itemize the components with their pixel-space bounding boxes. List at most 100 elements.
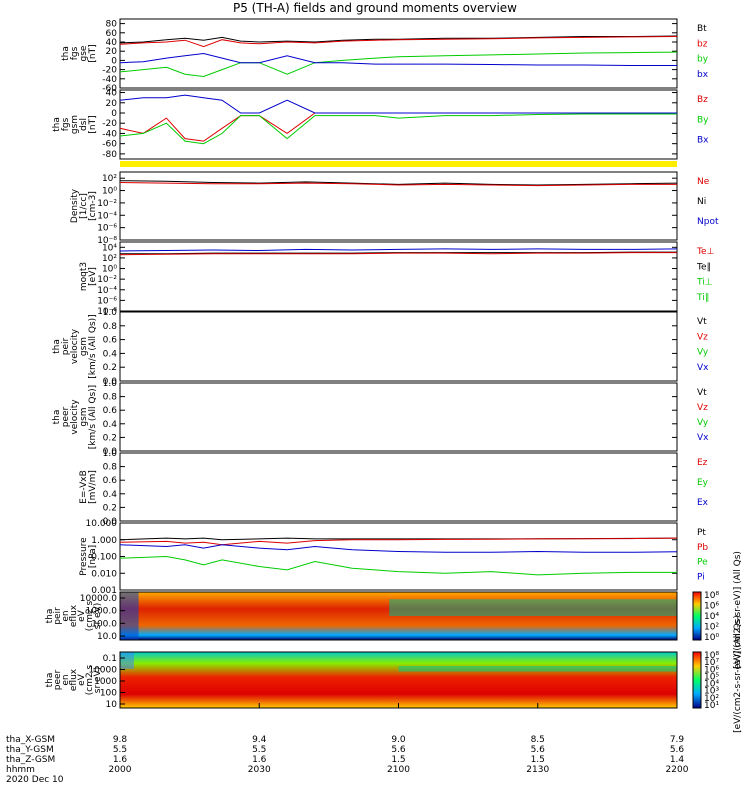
colorbar-tick-label: 10⁸ [704, 651, 719, 661]
y-tick-label: 20 [106, 47, 118, 57]
y-tick-label: 0.6 [103, 406, 118, 416]
legend-entry: Ti∥ [696, 293, 709, 303]
y-tick-label: 0.8 [103, 393, 118, 403]
density-frame [119, 171, 678, 241]
colorbar-tick-label: 10⁸ [704, 591, 719, 601]
y-tick-label: 0.8 [103, 463, 118, 473]
y-tick-label: 10.000 [86, 519, 118, 529]
y-tick-label: 10 [106, 700, 118, 710]
colorbar-tick-label: 10⁴ [704, 680, 719, 690]
y-axis-label: [eV] [88, 267, 98, 286]
y-tick-label: -80 [102, 150, 117, 160]
colorbar-tick-label: 10² [704, 623, 719, 633]
y-tick-label: 0.8 [103, 322, 118, 332]
x-row-label: hhmm [6, 765, 35, 775]
legend-entry: Bz [697, 95, 708, 105]
y-axis-label: gsm [70, 115, 80, 134]
x-tick-label-z: 1.5 [391, 755, 405, 765]
colorbar-label: [eV/(cm2-s-sr-eV)] (All Qs) [733, 615, 743, 733]
y-tick-label: -20 [102, 119, 117, 129]
y-tick-label: 10⁴ [102, 243, 117, 253]
x-tick-label-y: 5.6 [670, 745, 685, 755]
y-tick-label: 0.2 [103, 503, 117, 513]
colorbar-tick-label: 10⁶ [704, 602, 719, 612]
y-tick-label: -60 [102, 140, 117, 150]
x-tick-label-x: 7.9 [670, 735, 685, 745]
legend-entry: Vz [697, 332, 708, 342]
y-tick-label: 1.000 [91, 536, 117, 546]
y-tick-label: 1000 [94, 677, 117, 687]
peir_spectrogram-heatmap [120, 592, 677, 640]
pressure-series-Pi [119, 544, 678, 553]
y-axis-label: gsm [79, 407, 89, 426]
y-axis-label: peer [61, 406, 71, 427]
y-tick-label: 40 [106, 38, 118, 48]
y-tick-label: 10⁰ [102, 187, 117, 197]
y-axis-label: en [61, 674, 71, 685]
y-axis-label: fgs [70, 46, 80, 60]
legend-entry: Vy [697, 418, 709, 428]
colorbar-tick-label: 10⁴ [704, 612, 719, 622]
y-tick-label: 0.4 [103, 349, 118, 359]
y-axis-label: [cm-3] [88, 191, 98, 221]
legend-entry: by [697, 55, 709, 65]
x-tick-label-hhmm: 2030 [248, 765, 271, 775]
x-tick-label-y: 5.5 [252, 745, 266, 755]
peer_spectrogram-band-1 [120, 652, 134, 669]
y-tick-label: 0.010 [91, 569, 117, 579]
y-axis-label: moqt3 [79, 262, 89, 291]
x-row-label: tha_Y-GSM [6, 745, 54, 755]
y-tick-label: 0.2 [103, 433, 117, 443]
colorbar-tick-label: 10² [704, 694, 719, 704]
y-tick-label: 10² [102, 254, 117, 264]
peir_spectrogram-band-1 [120, 592, 139, 640]
y-axis-label: eV [77, 673, 87, 686]
y-axis-label: [1/cc] [79, 193, 89, 219]
y-tick-label: 0.0 [103, 377, 118, 387]
y-tick-label: 0.4 [103, 490, 118, 500]
y-tick-label: 10⁻⁸ [97, 307, 117, 317]
y-tick-label: -20 [102, 66, 117, 76]
y-tick-label: 10⁻⁴ [97, 211, 117, 221]
y-tick-label: 0.0 [103, 517, 118, 527]
pressure-series-Pe [119, 555, 677, 576]
y-tick-label: 20 [106, 99, 118, 109]
legend-entry: Vx [697, 433, 709, 443]
x-tick-label-hhmm: 2130 [526, 765, 549, 775]
y-tick-label: 10⁻² [97, 275, 117, 285]
x-tick-label-x: 9.0 [391, 735, 406, 745]
temperature-frame [119, 241, 678, 312]
y-axis-label: tha [52, 339, 62, 354]
legend-entry: Pi [697, 572, 705, 582]
x-tick-label-hhmm: 2100 [387, 765, 410, 775]
y-tick-label: 10⁰ [102, 265, 117, 275]
y-tick-label: 80 [106, 20, 118, 30]
y-axis-label: fgs [61, 117, 71, 131]
y-axis-label: [km/s (All Qs)] [88, 314, 98, 378]
y-axis-label: velocity [70, 328, 80, 364]
peer_spectrogram-field [120, 652, 677, 708]
legend-entry: Bt [697, 24, 707, 34]
colorbar-tick-label: 10¹ [704, 701, 719, 711]
y-axis-label: gse [79, 45, 89, 61]
peer_spectrogram-heatmap [120, 652, 677, 708]
y-axis-label: (cm2 s [85, 664, 95, 695]
legend-entry: Ni [697, 197, 706, 207]
y-axis-label: [nT] [88, 115, 98, 133]
y-axis-label: velocity [70, 399, 80, 435]
y-tick-label: 1.0 [103, 449, 118, 459]
pressure-series-Pb [119, 537, 678, 546]
y-tick-label: 0.2 [103, 363, 117, 373]
y-axis-label: peir [53, 607, 63, 625]
x-tick-label-x: 9.4 [252, 735, 267, 745]
efield-frame [119, 452, 678, 522]
legend-entry: Vz [697, 403, 708, 413]
y-axis-label: [mV/m] [88, 470, 98, 504]
y-axis-label: Density [70, 188, 80, 223]
legend-entry: Vt [697, 317, 707, 327]
y-axis-label: en [61, 610, 71, 621]
y-tick-label: 100.0 [91, 619, 117, 629]
y-axis-label: tha [45, 609, 55, 624]
y-axis-label: sr eV) [93, 603, 103, 629]
